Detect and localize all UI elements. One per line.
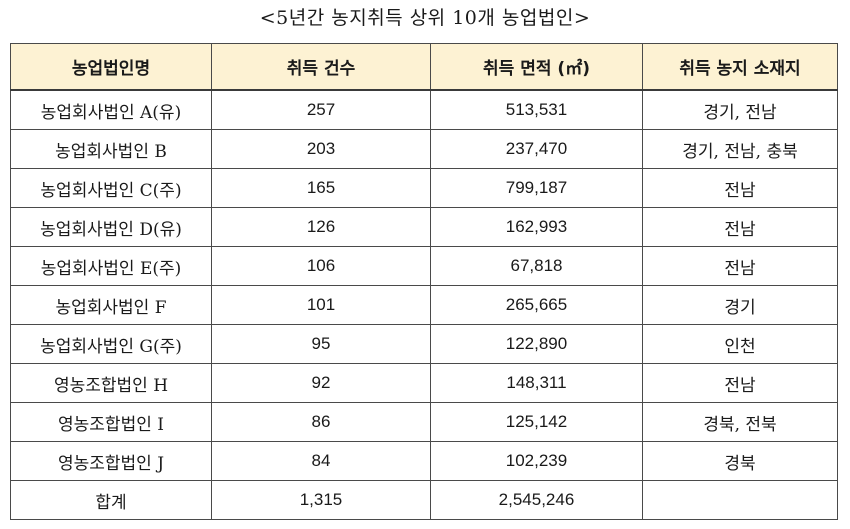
cell-acquisition-area: 122,890 [430, 324, 643, 364]
header-corporation-name: 농업법인명 [10, 43, 212, 91]
cell-acquisition-area: 125,142 [430, 402, 643, 442]
cell-acquisition-count: 203 [211, 129, 431, 169]
cell-acquisition-count: 257 [211, 89, 431, 130]
cell-acquisition-area: 148,311 [430, 363, 643, 403]
cell-acquisition-area: 513,531 [430, 89, 643, 130]
total-row: 합계 1,315 2,545,246 [10, 480, 838, 520]
cell-corporation-name: 농업회사법인 D(유) [10, 207, 212, 247]
cell-corporation-name: 농업회사법인 B [10, 129, 212, 169]
cell-acquisition-count: 165 [211, 168, 431, 208]
cell-farmland-location: 경북 [642, 441, 838, 481]
cell-acquisition-count: 101 [211, 285, 431, 325]
cell-total-count: 1,315 [211, 480, 431, 520]
table-row: 영농조합법인 J 84 102,239 경북 [10, 441, 838, 481]
cell-farmland-location: 전남 [642, 207, 838, 247]
table-row: 농업회사법인 C(주) 165 799,187 전남 [10, 168, 838, 208]
cell-farmland-location: 경기, 전남 [642, 89, 838, 130]
cell-corporation-name: 농업회사법인 A(유) [10, 89, 212, 130]
cell-farmland-location: 경기, 전남, 충북 [642, 129, 838, 169]
cell-corporation-name: 농업회사법인 C(주) [10, 168, 212, 208]
cell-acquisition-area: 162,993 [430, 207, 643, 247]
cell-total-label: 합계 [10, 480, 212, 520]
cell-corporation-name: 영농조합법인 I [10, 402, 212, 442]
cell-corporation-name: 영농조합법인 H [10, 363, 212, 403]
cell-acquisition-count: 126 [211, 207, 431, 247]
table-row: 영농조합법인 H 92 148,311 전남 [10, 363, 838, 403]
cell-farmland-location: 전남 [642, 168, 838, 208]
cell-acquisition-area: 265,665 [430, 285, 643, 325]
table-row: 농업회사법인 F 101 265,665 경기 [10, 285, 838, 325]
cell-corporation-name: 농업회사법인 E(주) [10, 246, 212, 286]
table-row: 농업회사법인 A(유) 257 513,531 경기, 전남 [10, 89, 838, 130]
cell-acquisition-count: 86 [211, 402, 431, 442]
table-caption: <5년간 농지취득 상위 10개 농업법인> [259, 7, 591, 29]
header-acquisition-count: 취득 건수 [211, 43, 431, 91]
cell-farmland-location: 경북, 전북 [642, 402, 838, 442]
cell-acquisition-area: 102,239 [430, 441, 643, 481]
cell-acquisition-count: 92 [211, 363, 431, 403]
cell-acquisition-count: 106 [211, 246, 431, 286]
cell-acquisition-count: 84 [211, 441, 431, 481]
table-row: 농업회사법인 B 203 237,470 경기, 전남, 충북 [10, 129, 838, 169]
cell-farmland-location: 전남 [642, 246, 838, 286]
table-body: 농업회사법인 A(유) 257 513,531 경기, 전남 농업회사법인 B … [10, 89, 838, 520]
table-header: 농업법인명 취득 건수 취득 면적 (㎡) 취득 농지 소재지 [10, 43, 838, 91]
cell-corporation-name: 농업회사법인 F [10, 285, 212, 325]
cell-acquisition-area: 237,470 [430, 129, 643, 169]
cell-corporation-name: 농업회사법인 G(주) [10, 324, 212, 364]
cell-farmland-location: 경기 [642, 285, 838, 325]
farmland-acquisition-table: 농업법인명 취득 건수 취득 면적 (㎡) 취득 농지 소재지 농업회사법인 A… [10, 43, 838, 520]
cell-corporation-name: 영농조합법인 J [10, 441, 212, 481]
cell-farmland-location: 인천 [642, 324, 838, 364]
cell-total-location [642, 480, 838, 520]
table-row: 농업회사법인 E(주) 106 67,818 전남 [10, 246, 838, 286]
cell-acquisition-count: 95 [211, 324, 431, 364]
cell-acquisition-area: 799,187 [430, 168, 643, 208]
table-row: 농업회사법인 G(주) 95 122,890 인천 [10, 324, 838, 364]
header-acquisition-area: 취득 면적 (㎡) [430, 43, 643, 91]
header-farmland-location: 취득 농지 소재지 [642, 43, 838, 91]
table-row: 영농조합법인 I 86 125,142 경북, 전북 [10, 402, 838, 442]
cell-farmland-location: 전남 [642, 363, 838, 403]
header-row: 농업법인명 취득 건수 취득 면적 (㎡) 취득 농지 소재지 [10, 43, 838, 91]
cell-total-area: 2,545,246 [430, 480, 643, 520]
table-row: 농업회사법인 D(유) 126 162,993 전남 [10, 207, 838, 247]
cell-acquisition-area: 67,818 [430, 246, 643, 286]
